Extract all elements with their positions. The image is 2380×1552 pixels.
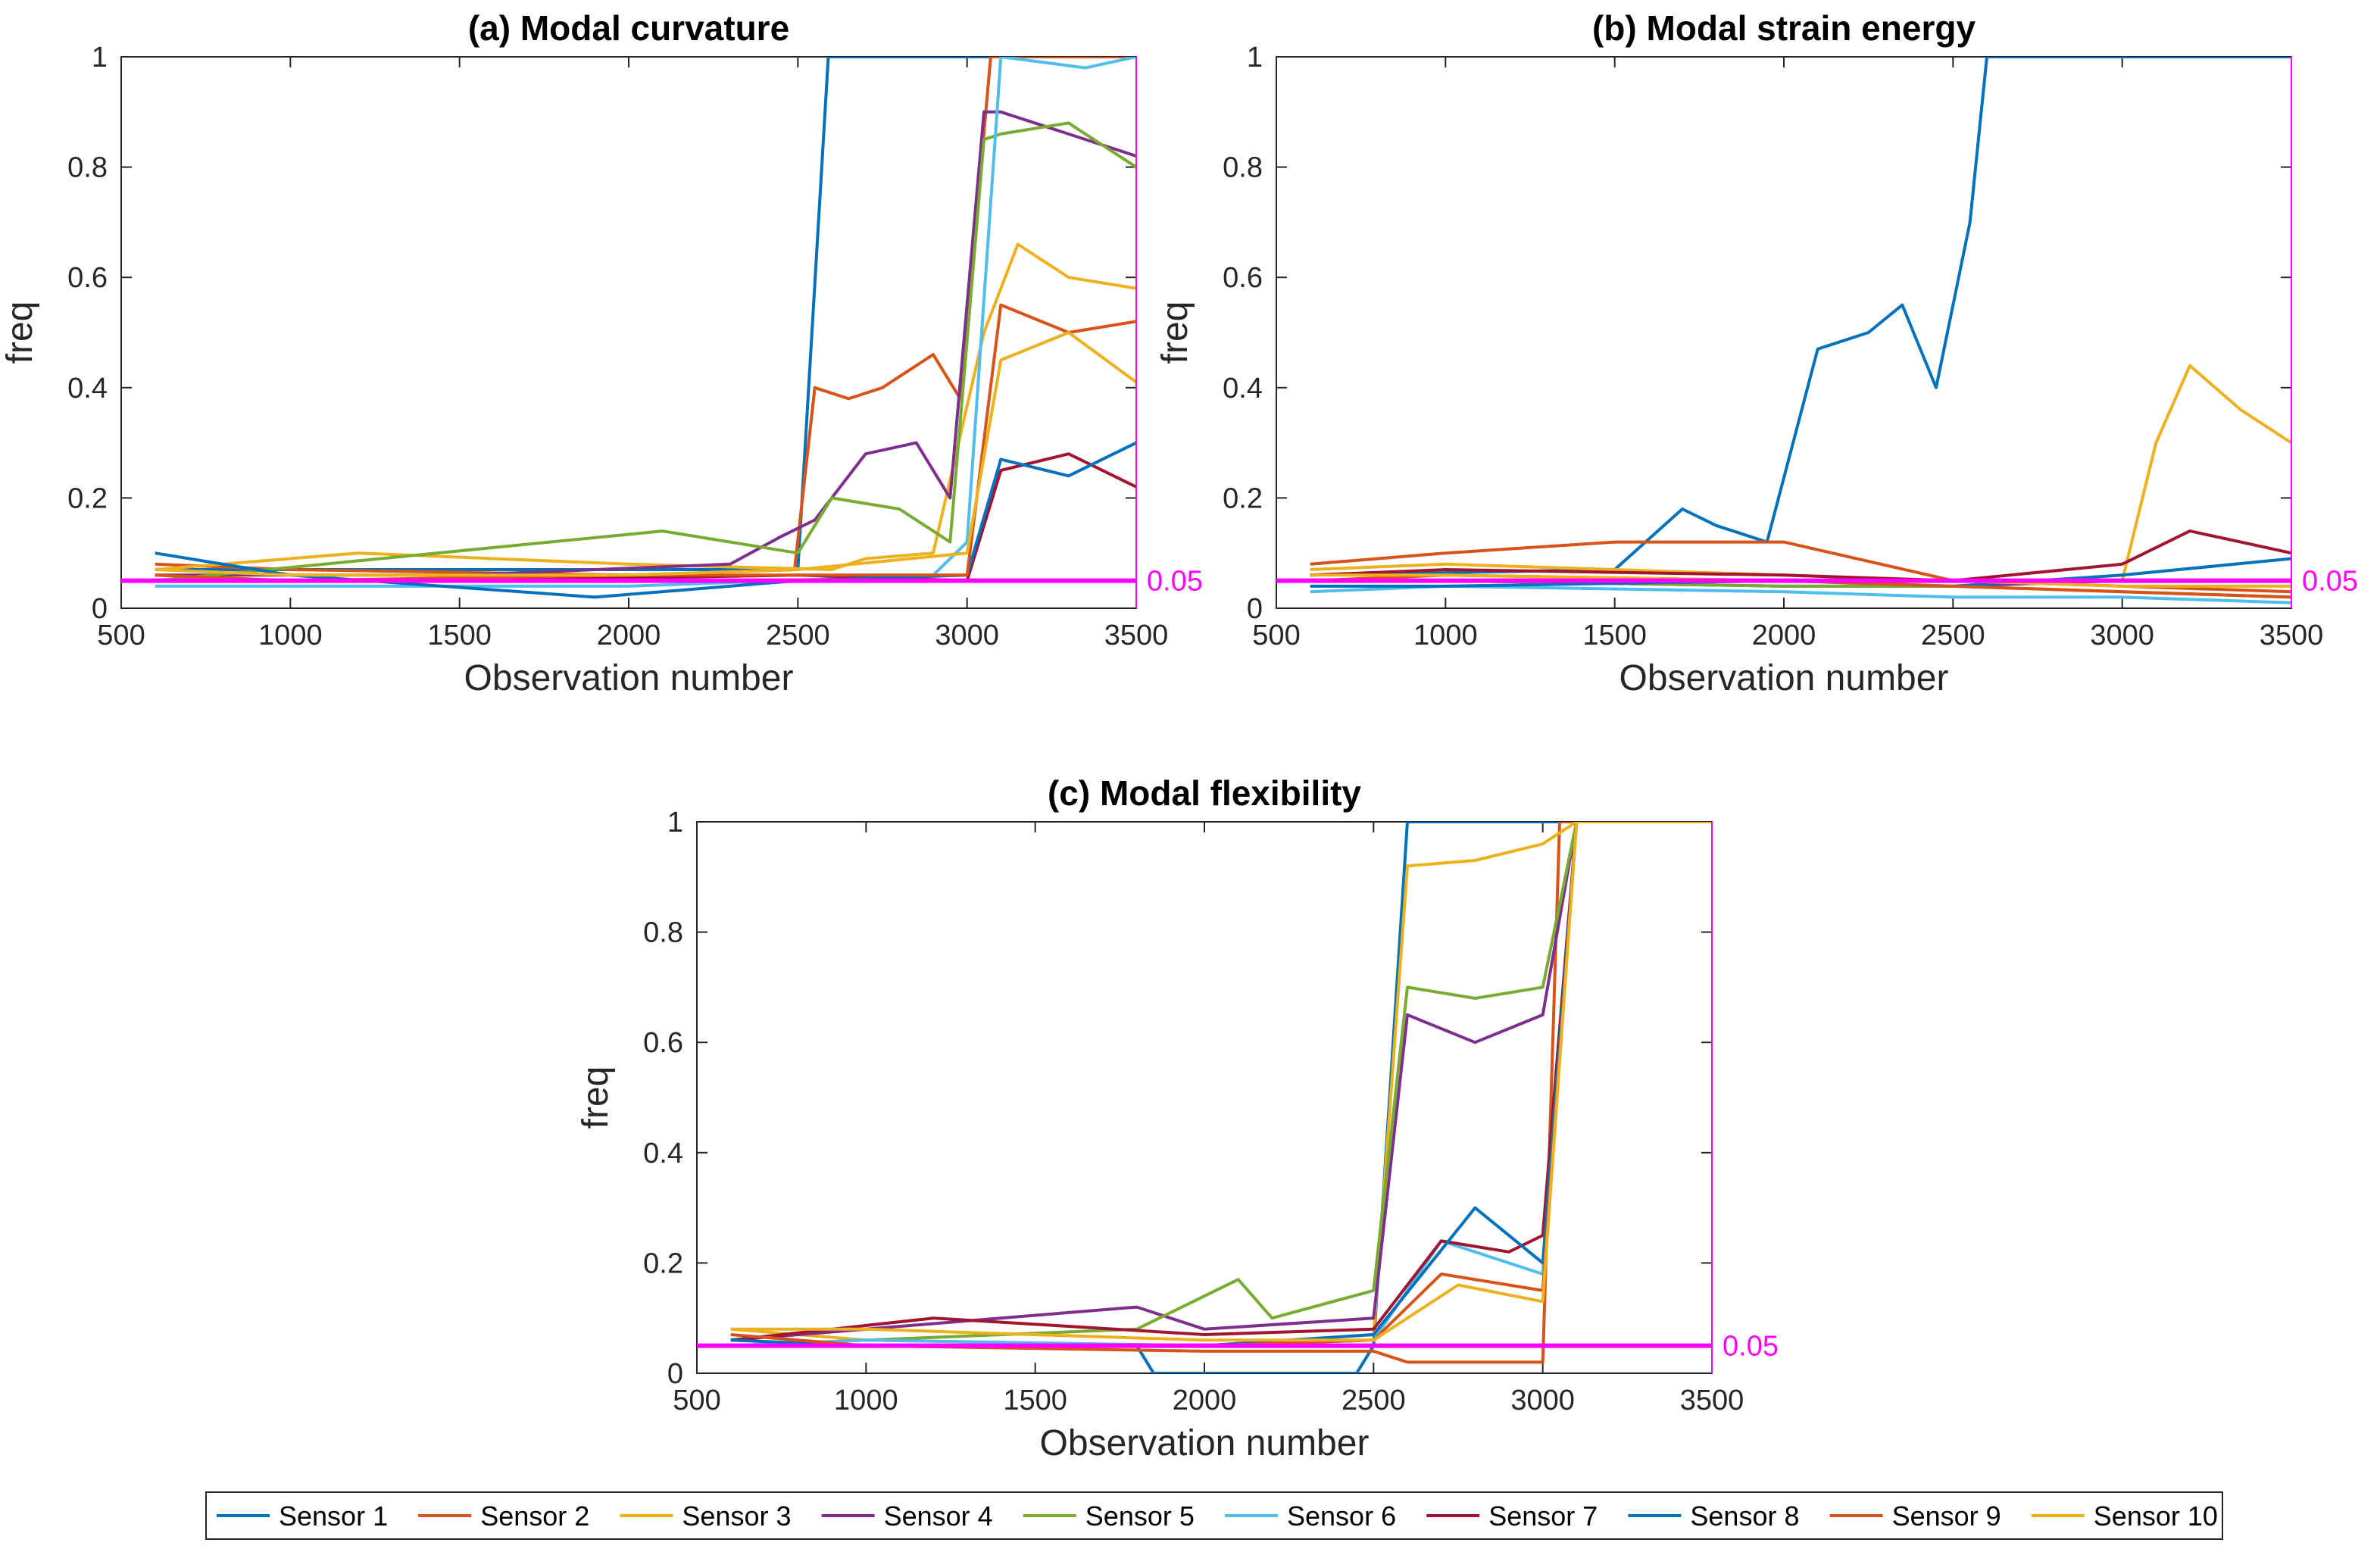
series-sensor-6 [155,57,1136,588]
legend-label-sensor-5: Sensor 5 [1085,1500,1195,1532]
series-sensor-3 [730,822,1712,1347]
threshold-label: 0.05 [1147,566,1203,598]
series-sensor-10 [155,331,1136,577]
x-tick-label: 2000 [1173,1385,1237,1416]
series-sensor-9 [730,822,1712,1347]
x-tick-label: 3000 [935,620,999,651]
legend-label-sensor-7: Sensor 7 [1488,1500,1598,1532]
panel-modal-curvature: 500 1000 1500 2000 2500 3000 3500 0 0.2 0.4 0.6 0.8… [0,8,1203,698]
series-sensor-6 [730,822,1712,1347]
x-tick-label: 1500 [1582,620,1647,651]
series-sensor-2 [1310,540,2291,594]
x-tick-label: 1000 [1413,620,1478,651]
y-tick-label: 0.6 [643,1027,683,1059]
series-sensor-1 [155,57,1136,571]
legend-box [205,1491,2223,1540]
x-tick-label: 2000 [597,620,661,651]
legend-label-sensor-10: Sensor 10 [2094,1500,2218,1532]
y-tick-label: 0.2 [643,1248,683,1279]
x-axis-label: Observation number [1619,658,1949,698]
y-tick-label: 0.8 [1223,152,1263,184]
x-tick-label: 2000 [1752,620,1816,651]
x-tick-label: 2500 [1921,620,1985,651]
series-sensor-4 [730,822,1712,1342]
series-sensor-7 [155,452,1136,582]
legend-label-sensor-6: Sensor 6 [1287,1500,1396,1532]
x-tick-label: 2500 [1341,1385,1406,1416]
x-tick-label: 3000 [1510,1385,1575,1416]
x-tick-label: 500 [97,620,145,651]
y-tick-label: 0.2 [67,482,108,514]
x-tick-label: 500 [673,1385,720,1416]
axes-frame [1276,56,2292,609]
series-group [155,57,1136,599]
y-tick-label: 1 [667,807,683,838]
y-tick-label: 0.6 [67,262,108,294]
y-tick-label: 0.6 [1223,262,1263,294]
legend-label-sensor-9: Sensor 9 [1892,1500,2001,1532]
x-tick-label: 3500 [1104,620,1169,651]
series-sensor-8 [730,822,1712,1347]
series-sensor-7 [730,822,1712,1342]
series-sensor-9 [155,303,1136,582]
panel-title: (c) Modal flexibility [1048,773,1361,813]
y-tick-label: 0 [1247,593,1263,625]
panel-modal-strain-energy: 500 1000 1500 2000 2500 3000 3500 0 0.2 0.4 0.6 0.8… [1155,8,2358,698]
panel-modal-flexibility: 500 1000 1500 2000 2500 3000 3500 0 0.2 0.4 0.6 0.8… [576,773,1779,1463]
panel-title: (b) Modal strain energy [1592,8,1976,48]
series-sensor-2 [730,822,1712,1364]
y-tick-label: 0.8 [643,917,683,949]
x-tick-label: 1000 [834,1385,898,1416]
legend-label-sensor-8: Sensor 8 [1690,1500,1799,1532]
series-sensor-3 [1310,364,2291,582]
threshold-label: 0.05 [2302,566,2358,598]
x-tick-label: 3500 [2260,620,2324,651]
series-sensor-5 [1310,579,2291,599]
y-tick-label: 0 [667,1358,683,1390]
x-tick-label: 1500 [1003,1385,1067,1416]
series-group [730,822,1712,1373]
legend-label-sensor-2: Sensor 2 [480,1500,589,1532]
y-axis-label: freq [1155,301,1195,364]
x-tick-label: 3500 [1680,1385,1744,1416]
y-tick-label: 0.4 [1223,373,1263,404]
y-axis-label: freq [576,1066,616,1129]
x-tick-label: 1000 [258,620,323,651]
legend-label-sensor-3: Sensor 3 [682,1500,791,1532]
x-axis-label: Observation number [464,658,794,698]
y-tick-label: 1 [1247,42,1263,73]
x-tick-label: 3000 [2090,620,2154,651]
y-tick-label: 0.8 [67,152,108,184]
series-sensor-4 [155,110,1136,577]
series-sensor-1 [730,822,1712,1373]
series-sensor-1 [1310,57,2291,577]
y-tick-label: 0.2 [1223,482,1263,514]
y-tick-label: 1 [92,42,108,73]
y-tick-label: 0.4 [643,1138,683,1169]
series-sensor-6 [1310,584,2291,604]
legend-label-sensor-1: Sensor 1 [279,1500,388,1532]
series-sensor-5 [155,121,1136,582]
y-axis-label: freq [0,301,40,364]
series-sensor-10 [730,822,1712,1342]
y-tick-label: 0 [92,593,108,625]
legend-label-sensor-4: Sensor 4 [884,1500,993,1532]
series-sensor-3 [155,242,1136,571]
panel-title: (a) Modal curvature [468,8,789,48]
y-tick-label: 0.4 [67,373,108,404]
x-axis-label: Observation number [1040,1423,1370,1463]
series-group [1310,57,2291,604]
x-tick-label: 500 [1252,620,1300,651]
series-sensor-5 [730,822,1712,1347]
legend: Sensor 1 Sensor 2 Sensor 3 Sensor 4 Sensor 5… [205,1491,2223,1540]
series-sensor-7 [1310,529,2291,582]
x-tick-label: 1500 [427,620,492,651]
x-tick-label: 2500 [766,620,830,651]
threshold-label: 0.05 [1723,1331,1779,1363]
